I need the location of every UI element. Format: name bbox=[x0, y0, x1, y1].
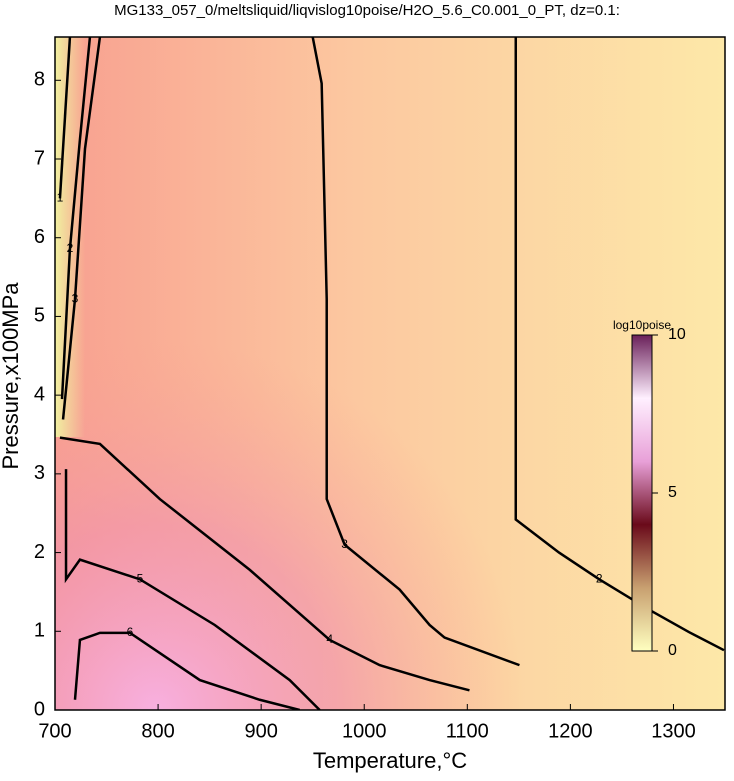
contour-line bbox=[58, 37, 72, 199]
x-tick-label: 700 bbox=[38, 720, 71, 742]
x-axis-label: Temperature,°C bbox=[313, 748, 467, 773]
contour-label: 1 bbox=[57, 191, 64, 205]
contour-label: 4 bbox=[326, 632, 333, 646]
contour-label: 5 bbox=[137, 572, 144, 586]
y-axis-label: Pressure,x100MPa bbox=[0, 282, 23, 470]
y-tick-label: 8 bbox=[34, 69, 45, 91]
contour-line bbox=[59, 436, 470, 692]
x-tick-label: 900 bbox=[244, 720, 277, 742]
contour-line bbox=[64, 469, 321, 710]
colorbar-label: log10poise bbox=[613, 318, 671, 332]
contour-line bbox=[60, 37, 92, 400]
contours: 1 2 3 2 3 4 5 6 bbox=[57, 37, 725, 710]
plot-background-pink bbox=[55, 37, 725, 710]
colorbar-tick-label: 0 bbox=[668, 642, 677, 659]
contour-label: 3 bbox=[72, 291, 79, 305]
y-tick-label: 4 bbox=[34, 383, 45, 405]
contour-line bbox=[73, 631, 301, 710]
colorbar-tick-label: 10 bbox=[668, 326, 686, 343]
contour-label: 2 bbox=[596, 572, 603, 586]
colorbar-tick-label: 5 bbox=[668, 484, 677, 501]
contour-label: 2 bbox=[67, 241, 74, 255]
contour-label: 6 bbox=[127, 625, 134, 639]
y-tick-label: 3 bbox=[34, 462, 45, 484]
y-tick-label: 6 bbox=[34, 226, 45, 248]
contour-line bbox=[61, 37, 102, 420]
chart-title: MG133_057_0/meltsliquid/liqvislog10poise… bbox=[114, 2, 620, 19]
x-tick-label: 1100 bbox=[446, 720, 489, 742]
x-tick-label: 1000 bbox=[342, 720, 387, 742]
contour-line bbox=[514, 37, 725, 652]
x-tick-label: 800 bbox=[141, 720, 174, 742]
y-tick-label: 5 bbox=[34, 305, 45, 327]
y-tick-label: 7 bbox=[34, 147, 45, 169]
contour-label: 3 bbox=[341, 537, 348, 551]
contour-line bbox=[311, 37, 520, 667]
y-tick-label: 2 bbox=[34, 541, 45, 563]
plot-frame bbox=[54, 36, 726, 711]
y-tick-label: 0 bbox=[34, 698, 45, 720]
y-tick-label: 1 bbox=[34, 620, 45, 642]
x-tick-label: 1200 bbox=[548, 720, 593, 742]
colorbar bbox=[631, 334, 653, 652]
x-tick-label: 1300 bbox=[651, 720, 696, 742]
